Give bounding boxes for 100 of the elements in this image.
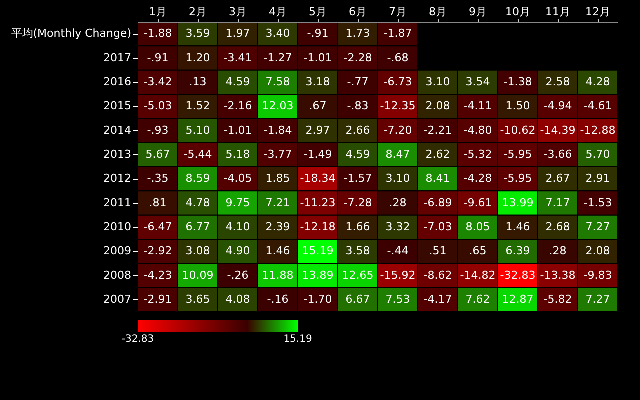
data-label: -5.32	[464, 148, 492, 161]
data-label: 7.27	[586, 220, 610, 234]
data-label: -.35	[147, 172, 169, 186]
data-label: 10.09	[182, 268, 214, 282]
x-tick-label: 9月	[469, 6, 487, 18]
data-label: -5.95	[504, 172, 532, 186]
y-tick-label: 2008	[104, 268, 132, 282]
y-tick-label: 2017	[104, 51, 132, 64]
x-tick-label: 11月	[546, 6, 570, 18]
data-label: 12.65	[342, 268, 374, 282]
data-label: -4.80	[464, 124, 492, 137]
data-label: -2.92	[144, 244, 172, 258]
data-label: -4.11	[464, 100, 492, 113]
data-label: 3.54	[466, 75, 490, 88]
data-label: 15.19	[302, 244, 334, 258]
data-label: .81	[149, 196, 167, 210]
x-tick-label: 4月	[269, 6, 287, 18]
data-label: -2.21	[424, 124, 452, 137]
data-label: 4.90	[226, 244, 250, 258]
data-label: 5.18	[226, 148, 250, 161]
data-label: -6.89	[424, 196, 452, 210]
y-tick-label: 2010	[104, 220, 132, 234]
data-label: -32.83	[500, 268, 536, 282]
data-label: 1.97	[226, 27, 250, 40]
data-label: -9.61	[464, 196, 492, 210]
data-label: -3.77	[264, 148, 292, 161]
x-tick-label: 1月	[149, 6, 167, 18]
data-label: 4.28	[586, 75, 610, 88]
data-label: 12.03	[262, 100, 294, 113]
data-label: 2.91	[586, 172, 610, 186]
data-label: -6.47	[144, 220, 172, 234]
data-label: -5.44	[184, 148, 212, 161]
data-label: 4.59	[226, 75, 250, 88]
data-label: 2.97	[306, 124, 330, 137]
x-tick-label: 6月	[349, 6, 367, 18]
y-tick-label: 2007	[104, 292, 132, 306]
data-label: .28	[389, 196, 407, 210]
data-label: -3.66	[544, 148, 572, 161]
y-tick-label: 2014	[104, 124, 132, 137]
data-label: 4.78	[186, 196, 210, 210]
data-label: -.44	[387, 244, 409, 258]
data-label: -.93	[147, 124, 169, 137]
data-label: -1.88	[144, 27, 172, 40]
data-label: -11.23	[300, 196, 336, 210]
data-label: -7.28	[344, 196, 372, 210]
data-label: 5.70	[586, 148, 610, 161]
data-label: -2.91	[144, 292, 172, 306]
data-label: -1.01	[304, 51, 332, 64]
data-label: 3.18	[306, 75, 330, 88]
data-label: -15.92	[380, 268, 416, 282]
data-label: 13.89	[302, 268, 334, 282]
data-label: -18.34	[300, 172, 336, 186]
data-label: -4.05	[224, 172, 252, 186]
data-label: -.91	[307, 27, 329, 40]
data-label: -4.28	[464, 172, 492, 186]
data-label: 1.46	[266, 244, 290, 258]
data-label: 3.10	[426, 75, 450, 88]
data-label: 2.62	[426, 148, 450, 161]
y-tick-label: 2015	[104, 100, 132, 113]
data-label: -.77	[347, 75, 369, 88]
data-label: -12.18	[300, 220, 336, 234]
data-label: -12.88	[580, 124, 616, 137]
data-label: 7.17	[546, 196, 570, 210]
data-label: 3.58	[346, 244, 370, 258]
data-label: -5.82	[544, 292, 572, 306]
data-label: 3.65	[186, 292, 210, 306]
data-label: -1.27	[264, 51, 292, 64]
data-label: -7.20	[384, 124, 412, 137]
data-label: 1.46	[506, 220, 530, 234]
data-label: -1.01	[224, 124, 252, 137]
data-label: 6.39	[506, 244, 530, 258]
data-label: 3.08	[186, 244, 210, 258]
data-label: 8.47	[386, 148, 410, 161]
data-label: .28	[549, 244, 567, 258]
color-bar-label: -32.83	[122, 334, 154, 345]
data-label: 1.85	[266, 172, 290, 186]
data-label: 7.53	[386, 292, 410, 306]
data-label: .65	[469, 244, 487, 258]
data-label: 2.58	[546, 75, 570, 88]
x-tick-label: 2月	[189, 6, 207, 18]
y-tick-label: 2016	[104, 75, 132, 88]
data-label: -.26	[227, 268, 249, 282]
x-tick-label: 10月	[506, 6, 530, 18]
data-label: 1.20	[186, 51, 210, 64]
data-label: 3.10	[386, 172, 410, 186]
data-label: 5.67	[146, 148, 170, 161]
data-label: 2.08	[586, 244, 610, 258]
x-tick-label: 7月	[389, 6, 407, 18]
data-label: -.16	[267, 292, 289, 306]
y-tick-label: 平均(Monthly Change)	[11, 27, 132, 40]
data-label: 8.59	[186, 172, 210, 186]
data-label: -14.39	[540, 124, 576, 137]
data-label: 11.88	[262, 268, 294, 282]
x-tick-label: 3月	[229, 6, 247, 18]
data-label: .13	[189, 75, 207, 88]
data-label: 1.52	[186, 100, 210, 113]
data-label: 7.27	[586, 292, 610, 306]
data-label: -.83	[347, 100, 369, 113]
data-label: -.68	[387, 51, 409, 64]
data-label: -12.35	[380, 100, 416, 113]
